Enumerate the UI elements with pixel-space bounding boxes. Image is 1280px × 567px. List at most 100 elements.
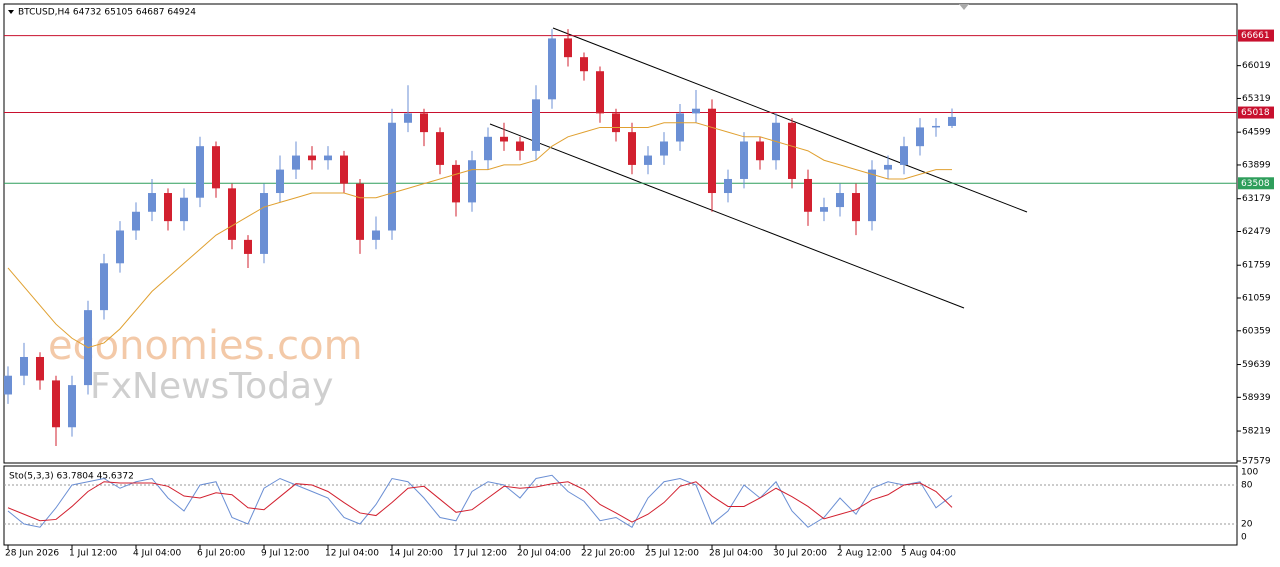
- level-label-bg: [1238, 106, 1274, 119]
- stoch-line: [7, 474, 953, 528]
- candle-body: [612, 113, 620, 133]
- candle-body: [756, 141, 764, 161]
- chart-header: BTCUSD,H4 64732 65105 64687 64924: [18, 8, 196, 18]
- candle-body: [4, 375, 12, 395]
- x-tick-label: 25 Jul 12:00: [645, 549, 699, 559]
- x-tick-label: 28 Jul 04:00: [709, 549, 763, 559]
- candle-body: [356, 183, 364, 240]
- candle-body: [260, 193, 268, 254]
- candle-body: [500, 136, 508, 142]
- stoch-tick-label: 20: [1241, 520, 1253, 530]
- candle-body: [20, 356, 28, 376]
- y-tick-label: 58219: [1242, 427, 1271, 437]
- candle-body: [740, 141, 748, 179]
- candle-body: [484, 136, 492, 161]
- candle-body: [100, 263, 108, 311]
- candle-body: [708, 108, 716, 194]
- level-label: 66661: [1241, 31, 1270, 41]
- candle-body: [404, 113, 412, 123]
- candle-body: [564, 38, 572, 58]
- candle-body: [836, 193, 844, 208]
- x-tick-label: 6 Jul 20:00: [197, 549, 246, 559]
- candle-body: [580, 57, 588, 72]
- candle-body: [324, 155, 332, 161]
- y-tick-label: 58939: [1242, 393, 1271, 403]
- candle-body: [660, 141, 668, 156]
- y-tick-label: 63179: [1242, 194, 1271, 204]
- candle-body: [932, 125, 940, 128]
- candle-body: [884, 164, 892, 170]
- level-label-bg: [1238, 29, 1274, 42]
- candle-body: [468, 160, 476, 203]
- candle-body: [52, 380, 60, 428]
- candle-body: [36, 356, 44, 381]
- candle-body: [868, 169, 876, 222]
- channel-line: [489, 123, 965, 309]
- x-tick-label: 22 Jul 20:00: [581, 549, 635, 559]
- y-tick-label: 65319: [1242, 94, 1271, 104]
- x-tick-label: 1 Jul 12:00: [69, 549, 118, 559]
- candle-body: [228, 188, 236, 240]
- candle-body: [724, 178, 732, 194]
- x-tick-label: 28 Jun 2026: [5, 549, 59, 559]
- candle-body: [132, 211, 140, 231]
- y-tick-label: 61759: [1242, 261, 1271, 271]
- y-tick-label: 63899: [1242, 160, 1271, 170]
- moving-average: [7, 122, 952, 349]
- x-tick-label: 9 Jul 12:00: [261, 549, 310, 559]
- x-tick-label: 12 Jul 04:00: [325, 549, 379, 559]
- candle-body: [276, 169, 284, 194]
- candle-body: [516, 141, 524, 151]
- x-tick-label: 2 Aug 12:00: [837, 549, 892, 559]
- candle-body: [804, 178, 812, 212]
- candle-body: [436, 132, 444, 165]
- candle-body: [68, 385, 76, 428]
- level-label-bg: [1238, 177, 1274, 190]
- x-tick-label: 5 Aug 04:00: [901, 549, 956, 559]
- level-label: 65018: [1241, 108, 1270, 118]
- candle-body: [676, 113, 684, 142]
- stoch-tick-label: 0: [1241, 533, 1247, 543]
- menu-arrow: [8, 10, 14, 14]
- stochastic-title: Sto(5,3,3) 63.7804 45.6372: [9, 472, 134, 482]
- y-tick-label: 60359: [1242, 326, 1271, 336]
- y-tick-label: 62479: [1242, 227, 1271, 237]
- candle-body: [116, 230, 124, 264]
- candle-body: [292, 155, 300, 170]
- x-tick-label: 30 Jul 20:00: [773, 549, 827, 559]
- level-label: 63508: [1241, 179, 1270, 189]
- y-tick-label: 64599: [1242, 128, 1271, 138]
- y-tick-label: 59639: [1242, 360, 1271, 370]
- candle-body: [900, 146, 908, 165]
- watermark: economies.com: [48, 323, 363, 369]
- candle-body: [212, 146, 220, 189]
- y-tick-label: 66019: [1242, 61, 1271, 71]
- x-tick-label: 14 Jul 20:00: [389, 549, 443, 559]
- candle-body: [164, 193, 172, 222]
- stoch-line: [7, 481, 953, 523]
- candle-body: [532, 99, 540, 151]
- candle-body: [452, 164, 460, 203]
- candle-body: [196, 146, 204, 198]
- candle-body: [692, 108, 700, 114]
- candle-body: [244, 239, 252, 254]
- y-tick-label: 61059: [1242, 294, 1271, 304]
- candle-body: [628, 132, 636, 165]
- candle-body: [788, 122, 796, 179]
- candle-body: [596, 71, 604, 114]
- candle-body: [644, 155, 652, 165]
- x-tick-label: 17 Jul 12:00: [453, 549, 507, 559]
- stoch-tick-label: 80: [1241, 481, 1253, 491]
- candle-body: [548, 38, 556, 100]
- candle-body: [180, 197, 188, 222]
- candle-body: [372, 230, 380, 240]
- watermark: FxNewsToday: [90, 366, 333, 407]
- candle-body: [308, 155, 316, 161]
- stoch-tick-label: 100: [1241, 468, 1258, 478]
- candle-body: [916, 127, 924, 147]
- candle-body: [420, 113, 428, 133]
- shift-marker: [959, 4, 969, 10]
- candle-body: [340, 155, 348, 184]
- x-tick-label: 4 Jul 04:00: [133, 549, 182, 559]
- x-tick-label: 20 Jul 04:00: [517, 549, 571, 559]
